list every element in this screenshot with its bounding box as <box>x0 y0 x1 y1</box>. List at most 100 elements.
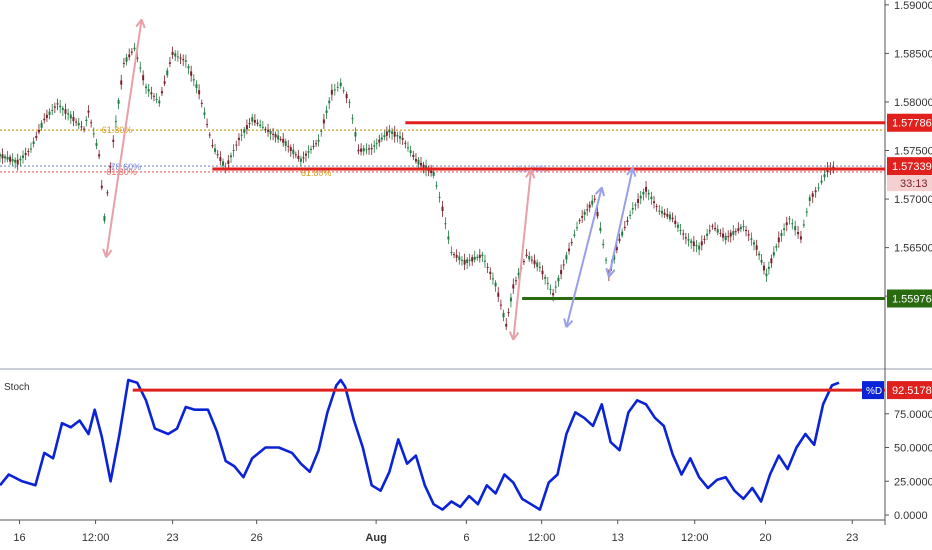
arrow-head <box>605 267 610 278</box>
candle-body <box>362 148 365 152</box>
candle-body <box>591 200 594 205</box>
candle-body <box>11 159 14 162</box>
candle-body <box>765 273 768 277</box>
candle-body <box>742 226 745 228</box>
arrow-head <box>608 269 616 278</box>
candle-body <box>435 185 438 187</box>
candle-body <box>483 260 486 262</box>
price-label-box <box>887 113 932 132</box>
price-tick-label: 1.59000 <box>894 0 932 12</box>
candle-body <box>160 91 163 94</box>
candle-body <box>536 262 539 267</box>
candle-body <box>455 254 458 258</box>
arrow-head <box>594 186 603 195</box>
candle-body <box>463 259 466 265</box>
candle-body <box>453 254 456 256</box>
candle-body <box>4 156 7 159</box>
candle-body <box>690 240 693 243</box>
candle-body <box>130 51 133 53</box>
candle-body <box>103 216 106 221</box>
candle-body <box>378 139 381 143</box>
candle-body <box>460 259 463 261</box>
candle-body <box>814 190 817 193</box>
stoch-tick-label: 75.0000 <box>894 409 932 421</box>
candle-body <box>282 138 285 143</box>
candle-body <box>770 258 773 264</box>
candle-body <box>150 92 153 95</box>
candle-body <box>444 223 447 225</box>
arrow-head <box>525 169 532 178</box>
candle-body <box>112 139 115 142</box>
candle-body <box>615 247 618 251</box>
candle-body <box>552 293 555 296</box>
candle-body <box>24 153 27 155</box>
candle-body <box>471 257 474 262</box>
candle-body <box>117 100 120 104</box>
candle-body <box>618 238 621 241</box>
price-label-text: 1.57786 <box>892 118 932 130</box>
candle-body <box>820 180 823 183</box>
stoch-legend-tag-box <box>862 381 884 400</box>
candle-body <box>755 245 758 250</box>
candle-body <box>206 124 209 126</box>
candle-body <box>267 129 270 132</box>
candle-body <box>289 147 292 152</box>
arrow-head <box>565 319 574 328</box>
candle-body <box>368 148 371 150</box>
candle-body <box>336 86 339 88</box>
trend-arrow <box>565 187 603 328</box>
countdown-text: 33:13 <box>900 178 928 190</box>
candle-body <box>570 241 573 244</box>
arrow-head <box>530 169 536 179</box>
candle-body <box>805 211 808 213</box>
candle-body <box>438 196 441 198</box>
candle-body <box>626 220 629 222</box>
candle-body <box>100 185 103 189</box>
candle-body <box>739 226 742 230</box>
trend-arrow <box>105 19 143 258</box>
candle-body <box>90 122 93 124</box>
candle-body <box>348 101 351 103</box>
candle-body <box>383 135 386 137</box>
candle-body <box>375 143 378 145</box>
candle-body <box>208 134 211 136</box>
candle-body <box>297 155 300 160</box>
candle-body <box>251 117 254 122</box>
stochastic-pane: Stoch <box>0 378 885 511</box>
candle-body <box>499 304 502 306</box>
candle-body <box>67 113 70 115</box>
candle-body <box>176 56 179 58</box>
candle-body <box>645 186 648 192</box>
candle-body <box>147 89 150 92</box>
candle-body <box>396 134 399 137</box>
candle-body <box>399 136 402 139</box>
candle-body <box>734 231 737 233</box>
candle-body <box>441 206 444 212</box>
candle-body <box>581 215 584 218</box>
candle-body <box>541 270 544 275</box>
candle-body <box>639 195 642 199</box>
candle-body <box>682 233 685 235</box>
candle-body <box>817 187 820 189</box>
candle-body <box>133 47 136 50</box>
candle-body <box>473 256 476 260</box>
candle-body <box>320 130 323 132</box>
candle-body <box>522 261 525 263</box>
price-tick-label: 1.56500 <box>894 243 932 255</box>
candle-body <box>406 147 409 149</box>
time-tick-label: 12:00 <box>528 532 556 544</box>
candle-body <box>588 204 591 208</box>
candle-body <box>56 103 59 105</box>
candle-body <box>525 254 528 257</box>
candle-body <box>330 89 333 95</box>
price-axis: 1.59000 1.58500 1.58000 1.57500 1.57000 1.565… <box>862 0 932 522</box>
candle-body <box>412 154 415 157</box>
candle-body <box>497 292 500 297</box>
stoch-value-text: 92.5178 <box>892 385 932 397</box>
arrow-head <box>512 331 520 341</box>
candle-body <box>354 132 357 137</box>
trend-arrow <box>607 167 634 277</box>
time-tick-label: 26 <box>251 532 263 544</box>
